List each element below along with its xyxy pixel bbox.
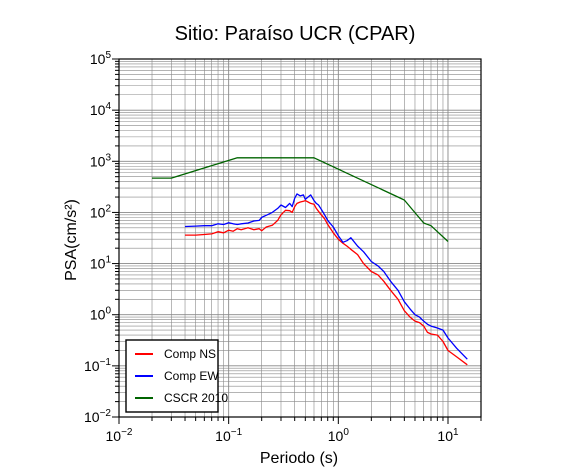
grid-lines <box>118 59 482 418</box>
axis-ticks <box>112 58 482 424</box>
y-tick-label: 105 <box>90 50 112 67</box>
y-axis-label: PSA(cm/s²) <box>63 199 80 281</box>
y-tick-label: 104 <box>90 101 112 118</box>
legend-label-comp-ns: Comp NS <box>164 347 216 361</box>
x-tick-label: 10−2 <box>106 427 133 444</box>
legend-label-comp-ew: Comp EW <box>164 369 219 383</box>
y-tick-label: 101 <box>90 255 112 272</box>
data-series <box>152 157 468 366</box>
y-tick-label: 10−1 <box>84 357 111 374</box>
x-tick-label: 100 <box>328 427 350 444</box>
x-tick-label: 10−1 <box>215 427 242 444</box>
series-line-comp-ns <box>185 199 468 366</box>
plot-frame <box>118 58 482 418</box>
y-tick-label: 103 <box>90 152 112 169</box>
y-tick-label: 102 <box>90 203 112 220</box>
x-axis-label: Periodo (s) <box>260 450 338 467</box>
legend: Comp NS Comp EW CSCR 2010 <box>125 339 228 413</box>
series-line-cscr-2010 <box>152 157 449 242</box>
y-tick-label: 100 <box>90 306 112 323</box>
series-line-comp-ew <box>184 193 468 360</box>
x-tick-label: 101 <box>437 427 459 444</box>
y-tick-label: 10−2 <box>84 408 111 425</box>
legend-label-cscr-2010: CSCR 2010 <box>164 391 228 405</box>
chart-title: Sitio: Paraíso UCR (CPAR) <box>175 23 416 45</box>
axis-tick-labels: 10−2 10−1 100 101 10−2 10−1 100 101 102 103 104 105 <box>84 50 459 444</box>
